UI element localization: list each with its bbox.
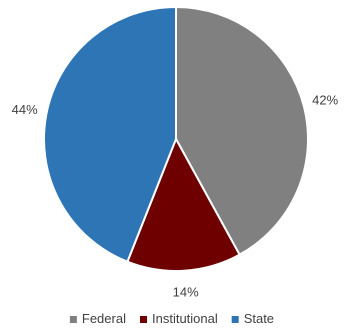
legend-swatch-institutional <box>140 316 147 323</box>
pie-slice-state <box>43 6 177 263</box>
pie-labels: 42% 14% 44% <box>12 93 339 300</box>
legend-label-institutional: Institutional <box>152 311 218 326</box>
data-label-state: 44% <box>12 102 38 117</box>
data-label-institutional: 14% <box>173 285 199 300</box>
pie-slices <box>43 6 309 272</box>
legend: Federal Institutional State <box>69 311 274 326</box>
legend-label-federal: Federal <box>82 311 126 326</box>
legend-item-institutional: Institutional <box>140 311 218 326</box>
legend-item-federal: Federal <box>69 311 126 326</box>
pie-slice-federal <box>175 6 309 256</box>
legend-swatch-federal <box>69 316 77 323</box>
data-label-federal: 42% <box>312 93 338 108</box>
legend-swatch-state <box>231 316 239 323</box>
pie-slice-institutional <box>126 138 241 272</box>
legend-item-state: State <box>231 311 274 326</box>
legend-label-state: State <box>244 311 274 326</box>
